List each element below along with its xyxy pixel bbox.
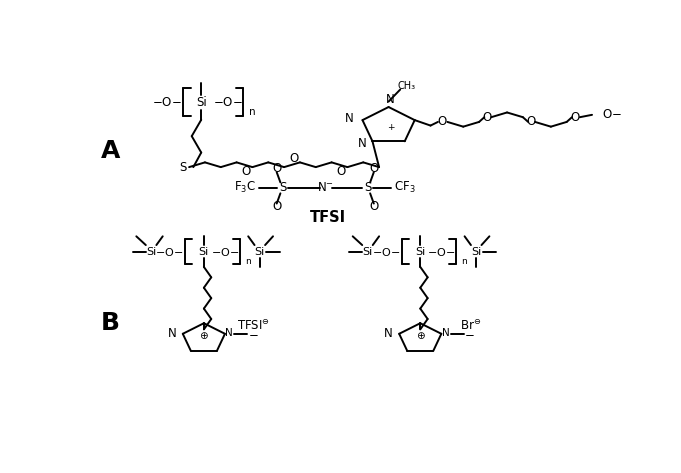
Text: N: N xyxy=(384,326,393,340)
Text: O: O xyxy=(272,162,281,175)
Text: N: N xyxy=(225,328,233,338)
Text: $-$O$-$: $-$O$-$ xyxy=(152,96,182,109)
Text: Si: Si xyxy=(255,246,265,257)
Text: O: O xyxy=(369,200,379,213)
Text: TFSI: TFSI xyxy=(310,210,346,225)
Text: n: n xyxy=(461,257,467,266)
Text: Si: Si xyxy=(471,246,481,257)
Text: N$^{-}$: N$^{-}$ xyxy=(317,181,334,194)
Text: n: n xyxy=(249,107,256,117)
Text: $-$O$-$: $-$O$-$ xyxy=(427,245,456,258)
Text: $-$: $-$ xyxy=(464,327,475,340)
Text: N: N xyxy=(386,93,394,105)
Text: F$_3$C: F$_3$C xyxy=(234,180,256,195)
Text: O: O xyxy=(526,115,535,129)
Text: O$-$: O$-$ xyxy=(601,107,621,121)
Text: ⊕: ⊕ xyxy=(416,331,425,341)
Text: O: O xyxy=(437,115,447,129)
Text: S: S xyxy=(179,161,187,174)
Text: CF$_3$: CF$_3$ xyxy=(394,180,415,195)
Text: TFSI$^{\ominus}$: TFSI$^{\ominus}$ xyxy=(238,318,270,333)
Text: n: n xyxy=(244,257,251,266)
Text: Br$^{\ominus}$: Br$^{\ominus}$ xyxy=(460,318,481,333)
Text: A: A xyxy=(101,140,121,164)
Text: +: + xyxy=(387,123,395,132)
Text: Si: Si xyxy=(199,246,209,257)
Text: N: N xyxy=(345,112,353,125)
Text: O: O xyxy=(242,165,251,178)
Text: Si: Si xyxy=(415,246,426,257)
Text: $-$: $-$ xyxy=(248,327,258,340)
Text: O: O xyxy=(289,152,298,165)
Text: O: O xyxy=(570,111,580,124)
Text: B: B xyxy=(101,311,120,334)
Text: S: S xyxy=(364,181,371,194)
Text: CH₃: CH₃ xyxy=(398,81,415,91)
Text: N: N xyxy=(442,328,449,338)
Text: Si: Si xyxy=(146,246,156,257)
Text: O: O xyxy=(336,165,346,178)
Text: O: O xyxy=(369,162,379,175)
Text: $-$O$-$: $-$O$-$ xyxy=(211,245,239,258)
Text: N: N xyxy=(358,137,366,149)
Text: Si: Si xyxy=(196,96,206,109)
Text: S: S xyxy=(279,181,287,194)
Text: $-$O$-$: $-$O$-$ xyxy=(155,245,184,258)
Text: N: N xyxy=(168,326,176,340)
Text: O: O xyxy=(272,200,281,213)
Text: $-$O$-$: $-$O$-$ xyxy=(212,96,242,109)
Text: O: O xyxy=(482,111,492,124)
Text: $-$O$-$: $-$O$-$ xyxy=(372,245,400,258)
Text: ⊕: ⊕ xyxy=(200,331,208,341)
Text: Si: Si xyxy=(362,246,373,257)
